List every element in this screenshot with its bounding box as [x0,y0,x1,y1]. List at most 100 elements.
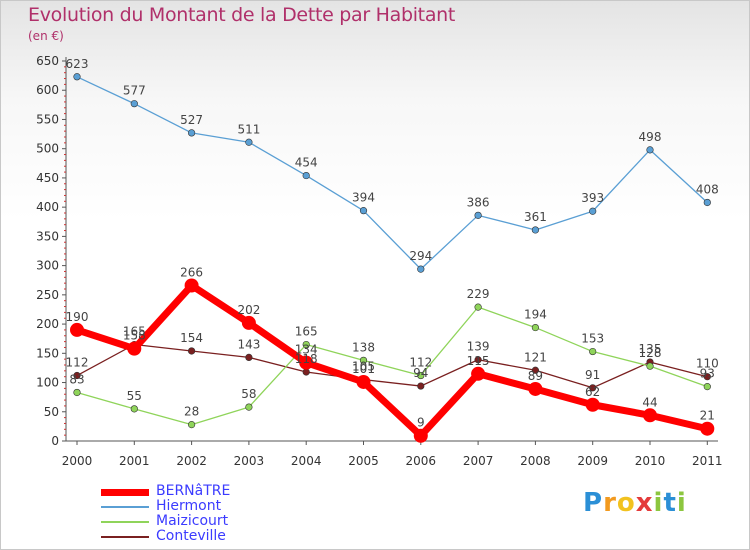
data-label: 94 [413,366,428,380]
data-point [417,371,425,380]
data-label: 511 [237,122,260,136]
y-tick-label: 650 [36,54,59,68]
legend-item: Hiermont [101,498,361,515]
data-label: 134 [295,343,318,357]
data-point [643,408,657,423]
data-label: 266 [180,265,203,279]
chart-subtitle: (en €) [28,29,64,43]
data-point [245,353,253,362]
data-point [585,397,600,412]
y-tick-label: 250 [36,288,59,302]
data-point [646,146,654,154]
data-point [302,368,310,376]
data-label: 165 [295,325,318,339]
data-label: 135 [639,342,662,356]
data-label: 386 [467,195,490,209]
data-point [188,347,196,355]
data-label: 229 [467,287,490,301]
data-point [359,356,368,364]
chart-lines [70,73,715,443]
legend-label: BERNâTRE [156,483,231,499]
logo-letter: i [676,488,687,518]
x-tick-label: 2000 [62,454,93,468]
series-line-maizicourt [76,306,708,426]
data-label: 112 [409,356,432,370]
data-label: 202 [237,303,260,317]
data-point [474,211,482,219]
data-point [471,366,486,381]
data-label: 105 [352,360,375,374]
y-tick-label: 200 [36,317,59,331]
data-point [130,100,138,108]
data-point [589,207,597,215]
legend-item: Conteville [101,528,361,545]
data-label: 139 [467,340,490,354]
y-tick-label: 0 [51,434,59,448]
y-tick-label: 450 [36,171,59,185]
chart-axes: 0 50 100 150 200 250 300 350 400 450 500 550 600 650 2… [36,54,722,468]
data-point [73,371,81,380]
data-point [531,366,540,374]
data-point [474,303,482,311]
series-line-conteville [76,343,708,389]
data-label: 454 [295,156,318,170]
data-label: 112 [66,356,89,370]
x-tick-label: 2009 [577,454,608,468]
data-label: 110 [696,357,719,371]
data-point [241,315,256,330]
data-label: 408 [696,182,719,196]
data-label: 62 [585,385,600,399]
data-point [700,421,715,436]
data-point [245,138,253,146]
data-label: 577 [123,84,146,98]
data-point [531,323,540,332]
logo-letter: i [653,488,664,518]
data-point [413,428,428,443]
legend-label: Conteville [156,528,226,544]
data-point [531,226,540,234]
data-point [646,362,654,370]
y-tick-label: 150 [36,346,59,360]
data-label: 83 [69,372,84,386]
data-point [127,341,142,356]
legend-label: Hiermont [156,498,222,514]
data-label: 93 [700,367,715,381]
legend-label: Maizicourt [156,513,229,529]
data-point [528,381,543,396]
data-point [703,383,711,391]
x-tick-label: 2004 [291,454,322,468]
data-label: 58 [241,387,256,401]
data-label: 138 [352,340,375,354]
legend-swatch [101,536,149,538]
data-point [417,382,425,390]
data-label: 154 [180,331,203,345]
data-label: 361 [524,210,547,224]
data-point [70,322,84,337]
data-point [703,373,711,381]
data-label: 394 [352,191,375,205]
x-tick-label: 2003 [234,454,265,468]
data-label: 190 [66,310,89,324]
data-point [73,73,81,81]
data-point [73,388,81,397]
data-point [589,384,597,392]
data-point [184,278,199,293]
data-label: 194 [524,308,547,322]
data-label: 9 [417,416,425,430]
logo-letter: o [616,488,636,518]
x-tick-label: 2005 [348,454,379,468]
data-label: 44 [642,395,657,409]
data-label: 101 [352,362,375,376]
data-label: 165 [123,325,146,339]
data-label: 153 [581,332,604,346]
chart-legend: BERNâTRE Hiermont Maizicourt Conteville [101,483,361,545]
x-tick-label: 2010 [635,454,666,468]
data-label: 498 [639,130,662,144]
data-point [188,129,196,137]
data-label: 623 [66,57,89,71]
data-label: 158 [123,329,146,343]
data-label: 143 [237,337,260,351]
data-point [245,403,253,411]
proxiti-logo: Proxiti [583,488,687,518]
